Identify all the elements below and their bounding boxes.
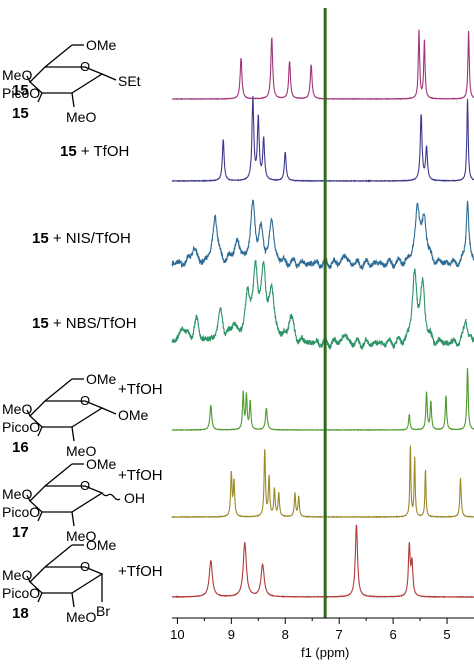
compound-number: 17 — [12, 524, 29, 541]
spectrum-line-18-6 — [171, 524, 474, 599]
ring-oxygen: O — [80, 393, 90, 408]
label-18-tfoh: +TfOH — [118, 563, 163, 580]
anomeric-substituent-label: SEt — [118, 73, 141, 89]
spectrum-line-15-2 — [171, 199, 474, 271]
spectrum-line-16-4 — [171, 368, 474, 432]
sugar-structure-17: O OMe MeO PicoO MeO OH 17 — [2, 456, 145, 544]
c3-bond — [37, 511, 43, 522]
c6-bond — [44, 44, 73, 68]
c3-bond — [37, 92, 43, 103]
pyranose-ring — [29, 485, 104, 513]
sugar-structure-16: O OMe MeO PicoO MeO OMe 16 — [2, 371, 149, 459]
structure-drawings: OOMeMeOPicoOMeOSEt15OOMeMeOPicoOMeOOMe16… — [2, 37, 149, 625]
pyranose-ring — [29, 66, 104, 94]
c4-bond — [26, 75, 31, 83]
spectrum-line-15-3 — [171, 260, 474, 351]
label-15-nbs-tfoh: 15 + NBS/TfOH — [32, 315, 137, 332]
sugar-structure-15: O OMe MeO PicoO MeO SEt 15 — [2, 37, 141, 125]
c6-bond — [44, 378, 73, 402]
c4-bond — [26, 494, 31, 502]
x-tick-label: 8 — [282, 627, 289, 642]
c6-bond — [44, 544, 73, 568]
spectra-group — [171, 29, 474, 599]
label-15-tfoh: 15 + TfOH — [60, 143, 130, 160]
anomeric-substituent-label: OMe — [118, 407, 149, 423]
c3-bond — [37, 592, 43, 603]
c2-substituent-label: MeO — [66, 609, 96, 625]
pyranose-ring — [29, 400, 104, 428]
x-tick-label: 6 — [389, 627, 396, 642]
label-16-tfoh: +TfOH — [118, 381, 163, 398]
ring-oxygen: O — [80, 59, 90, 74]
c2-substituent-label: MeO — [66, 443, 96, 459]
c2-bond — [71, 426, 75, 442]
compound-number: 16 — [12, 439, 29, 456]
c2-bond — [71, 511, 75, 527]
wavy-bond — [101, 492, 121, 501]
c6-methoxy-label: OMe — [86, 37, 117, 53]
c4-substituent-label: MeO — [2, 401, 32, 417]
c2-bond — [71, 592, 75, 608]
c3-substituent-label: PicoO — [2, 504, 40, 520]
x-axis-title: f1 (ppm) — [301, 645, 349, 660]
anomeric-bond — [101, 407, 117, 415]
x-tick-label: 7 — [336, 627, 343, 642]
c6-methoxy-label: OMe — [86, 371, 117, 387]
x-tick-label: 9 — [228, 627, 235, 642]
c3-substituent-label: PicoO — [2, 419, 40, 435]
c3-bond — [37, 426, 43, 437]
c4-bond — [26, 575, 31, 583]
anomeric-substituent-label: OH — [124, 490, 145, 506]
spectrum-line-17-5 — [171, 445, 474, 519]
c6-methoxy-label: OMe — [86, 456, 117, 472]
c6-methoxy-label: OMe — [86, 537, 117, 553]
c2-substituent-label: MeO — [66, 109, 96, 125]
c2-bond — [71, 92, 75, 108]
anomeric-substituent-label: Br — [96, 603, 110, 619]
x-axis-ticks: 10 9 8 7 6 5 — [170, 618, 451, 642]
c4-substituent-label: MeO — [2, 486, 32, 502]
ring-oxygen: O — [80, 478, 90, 493]
pyranose-ring — [29, 566, 104, 594]
c6-bond — [44, 463, 73, 487]
c4-bond — [26, 409, 31, 417]
c4-substituent-label: MeO — [2, 567, 32, 583]
c4-substituent-label: MeO — [2, 67, 32, 83]
label-15-nis-tfoh: 15 + NIS/TfOH — [32, 230, 131, 247]
compound-number: 15 — [12, 105, 29, 122]
x-tick-label: 5 — [443, 627, 450, 642]
ring-oxygen: O — [80, 559, 90, 574]
c2-substituent-label: MeO — [66, 528, 96, 544]
label-17-tfoh: +TfOH — [118, 467, 163, 484]
c3-substituent-label: PicoO — [2, 585, 40, 601]
c3-substituent-label: PicoO — [2, 85, 40, 101]
compound-number: 18 — [12, 605, 29, 622]
label-15-plain: 15 — [12, 82, 29, 99]
spectrum-line-15-1 — [171, 95, 474, 183]
anomeric-bond — [101, 73, 117, 81]
spectrum-line-15-0 — [171, 29, 474, 101]
x-tick-label: 10 — [170, 627, 184, 642]
